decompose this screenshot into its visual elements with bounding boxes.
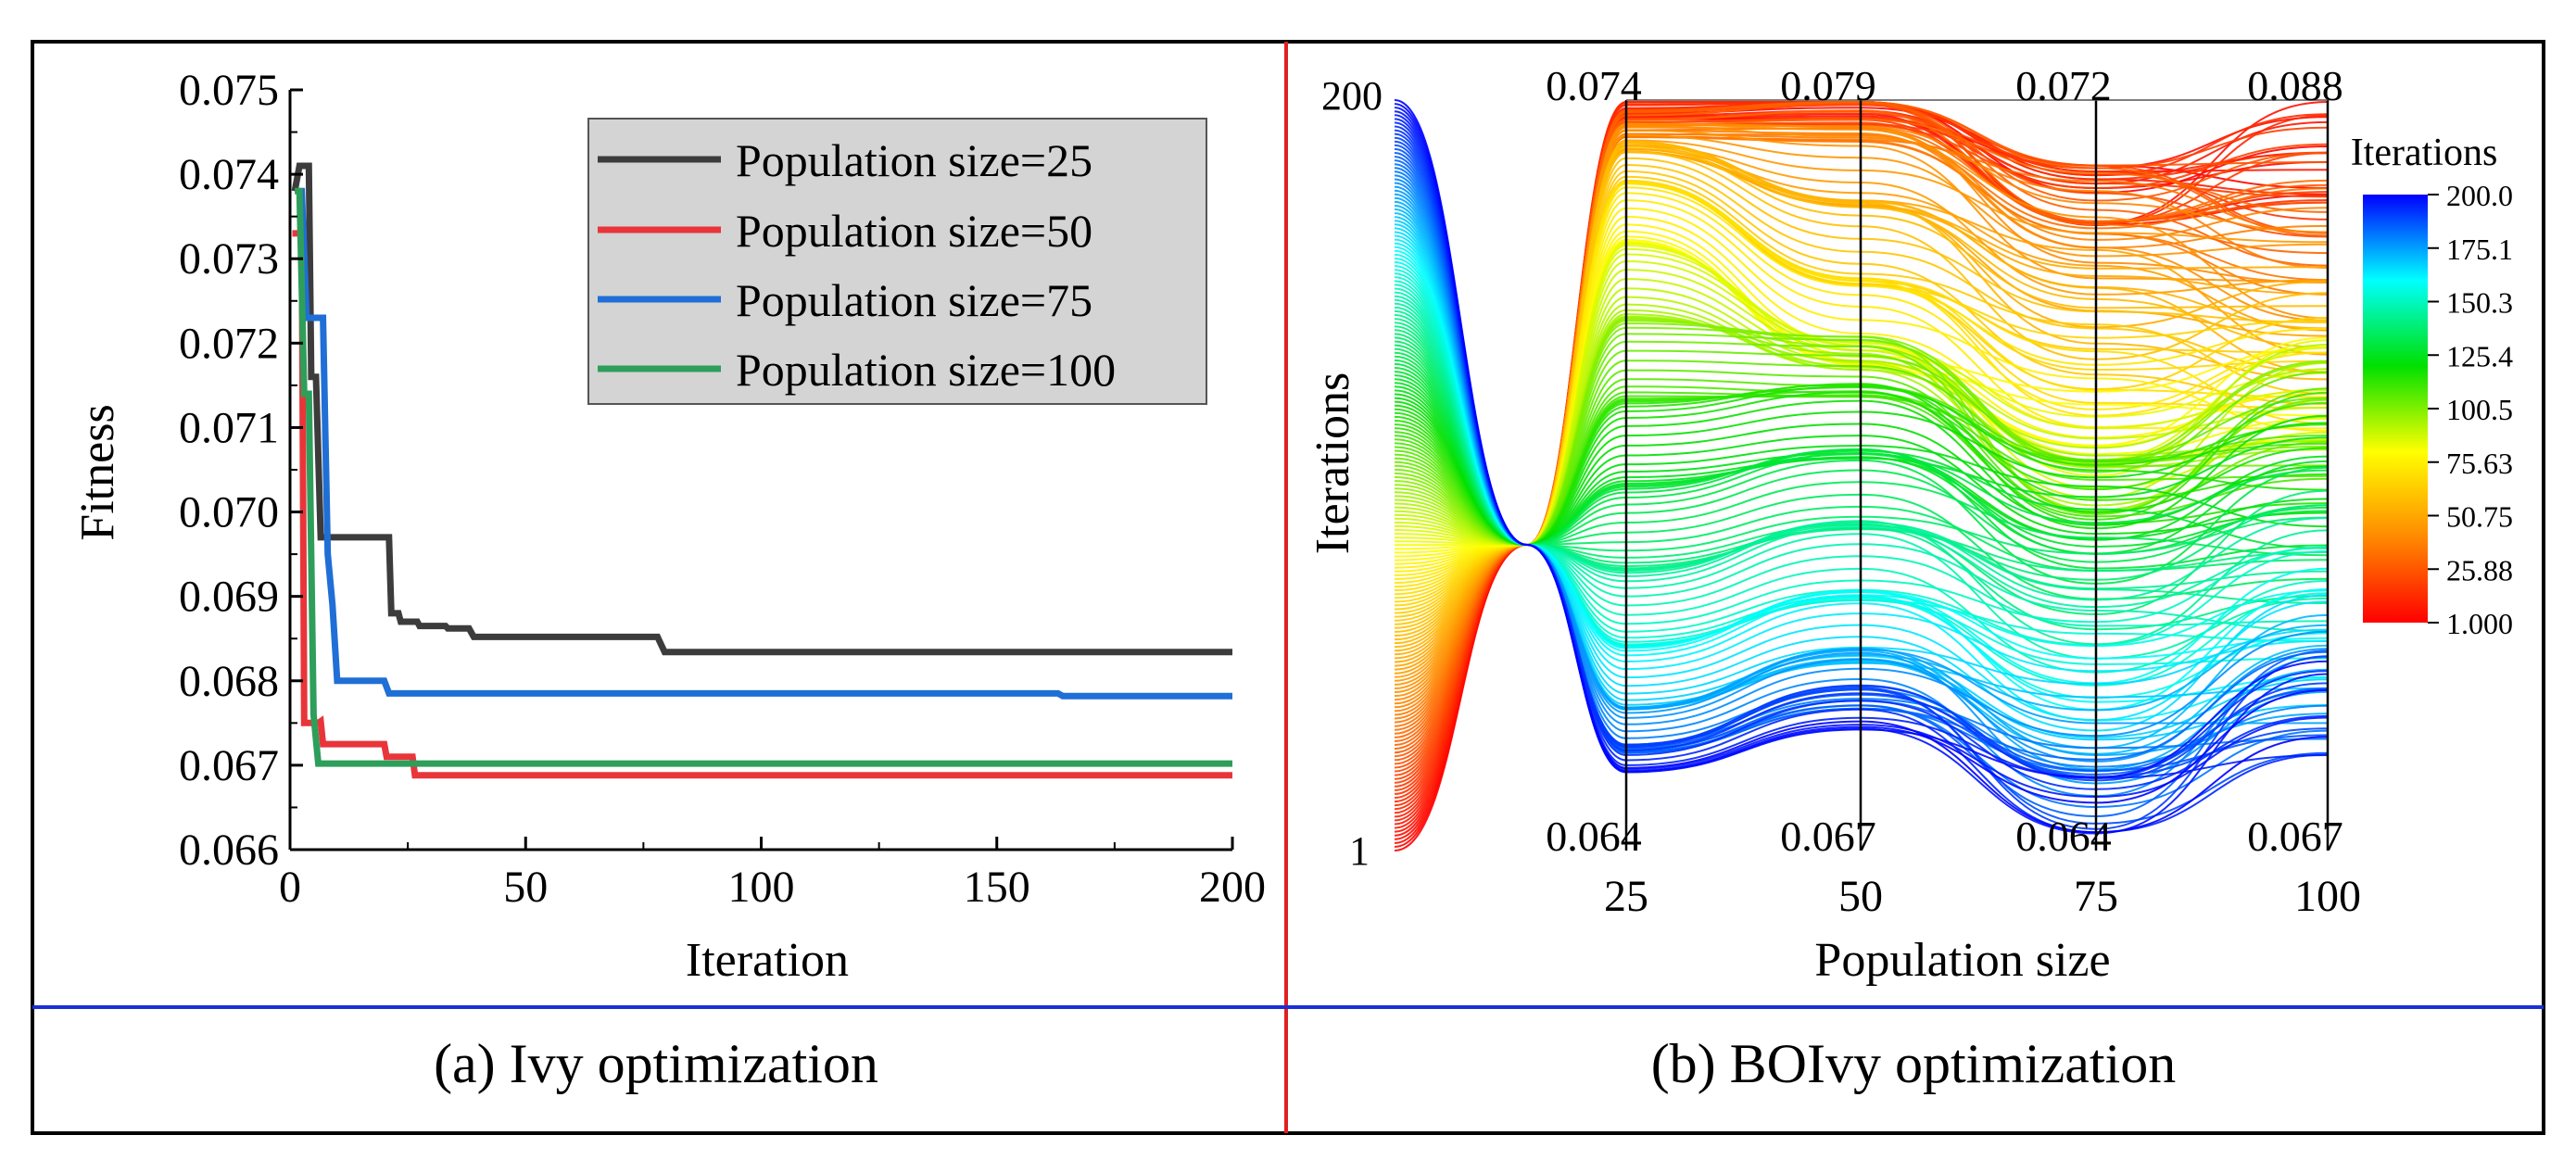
y-tick-label: 0.075 [179, 66, 279, 115]
panel-a-series [291, 162, 1232, 779]
colorbar-ticks: 200.0 175.1 150.3 125.4 100.5 75.63 50.75 25.88… [2428, 179, 2513, 640]
legend-entry: Population size=25 [598, 134, 1092, 186]
panel-b-x-ticks: 25 50 75 100 [1604, 872, 2361, 921]
series-line [295, 187, 1232, 767]
colorbar-tick-label: 1.000 [2446, 607, 2513, 640]
x-tick-label: 50 [503, 863, 548, 912]
axis-max-label: 0.079 [1780, 62, 1876, 109]
legend-box [587, 118, 1207, 405]
y-tick-label: 0.069 [179, 573, 279, 622]
panel-b: 200 1 0.074 0.079 0.072 0.088 0.064 0.067 0.0… [1307, 62, 2513, 987]
colorbar-tick-label: 100.5 [2446, 393, 2513, 426]
y-tick-label: 0.066 [179, 826, 279, 875]
colorbar-gradient [2363, 195, 2428, 623]
x-tick-label: 100 [2294, 872, 2361, 921]
colorbar-tick-label: 25.88 [2446, 553, 2513, 586]
x-tick-label: 25 [1604, 872, 1648, 921]
caption-b: (b) BOIvy optimization [1651, 1033, 2177, 1094]
colorbar: Iterations 200.0 175.1 150.3 125.4 100.5 75.6… [2351, 132, 2513, 640]
axis-max-label: 0.074 [1546, 62, 1642, 109]
legend-entry: Population size=100 [598, 344, 1116, 396]
panel-a-x-ticks: 0 50 100 150 200 [279, 837, 1266, 912]
axis-min-label: 0.064 [1546, 813, 1642, 860]
x-tick-label: 200 [1199, 863, 1266, 912]
panel-b-axis-left-bottom: 1 [1349, 828, 1370, 874]
panel-a-y-ticks: 0.066 0.067 0.068 0.069 0.070 0.071 0.072 0.073… [179, 66, 303, 875]
panel-b-axis-left-top: 200 [1321, 73, 1383, 119]
colorbar-tick-label: 150.3 [2446, 286, 2513, 320]
legend-label: Population size=75 [736, 274, 1092, 326]
x-tick-label: 75 [2074, 872, 2118, 921]
panel-b-x-axis-label: Population size [1814, 934, 2110, 987]
series-line [297, 187, 1232, 700]
caption-a: (a) Ivy optimization [434, 1033, 878, 1094]
y-tick-label: 0.067 [179, 741, 279, 790]
axis-min-label: 0.067 [1780, 813, 1876, 860]
panel-a-y-axis-label: Fitness [71, 404, 124, 540]
panel-b-axes [1624, 99, 2330, 851]
x-tick-label: 50 [1838, 872, 1883, 921]
iteration-line [1394, 99, 2329, 834]
colorbar-tick-label: 175.1 [2446, 233, 2513, 266]
y-tick-label: 0.074 [179, 150, 279, 199]
colorbar-tick-label: 75.63 [2446, 447, 2513, 480]
y-tick-label: 0.071 [179, 403, 279, 452]
y-tick-label: 0.073 [179, 234, 279, 284]
panel-b-axis-min-labels: 0.064 0.067 0.064 0.067 [1546, 813, 2343, 860]
axis-max-label: 0.072 [2015, 62, 2112, 109]
axis-min-label: 0.064 [2015, 813, 2112, 860]
series-line [291, 162, 1232, 656]
colorbar-tick-label: 200.0 [2446, 179, 2513, 212]
panel-a-legend: Population size=25 Population size=50 Po… [587, 118, 1207, 405]
legend-entry: Population size=75 [598, 274, 1092, 326]
legend-label: Population size=25 [736, 134, 1092, 186]
panel-a-x-axis-label: Iteration [686, 934, 849, 987]
x-tick-label: 100 [728, 863, 795, 912]
y-tick-label: 0.070 [179, 488, 279, 537]
y-tick-label: 0.068 [179, 657, 279, 706]
y-tick-label: 0.072 [179, 319, 279, 368]
x-tick-label: 0 [279, 863, 301, 912]
panel-b-axis-max-labels: 0.074 0.079 0.072 0.088 [1546, 62, 2343, 109]
panel-b-y-axis-label: Iterations [1307, 372, 1359, 554]
legend-entry: Population size=50 [598, 205, 1092, 257]
colorbar-title: Iterations [2351, 132, 2498, 174]
axis-min-label: 0.067 [2247, 813, 2343, 860]
colorbar-tick-label: 125.4 [2446, 339, 2513, 372]
panel-a: 0 50 100 150 200 0.0660.0670.0680.0690.0700.… [71, 66, 1266, 987]
legend-label: Population size=50 [736, 205, 1092, 257]
axis-max-label: 0.088 [2247, 62, 2343, 109]
legend-label: Population size=100 [736, 344, 1116, 396]
x-tick-label: 150 [964, 863, 1030, 912]
colorbar-tick-label: 50.75 [2446, 500, 2513, 534]
